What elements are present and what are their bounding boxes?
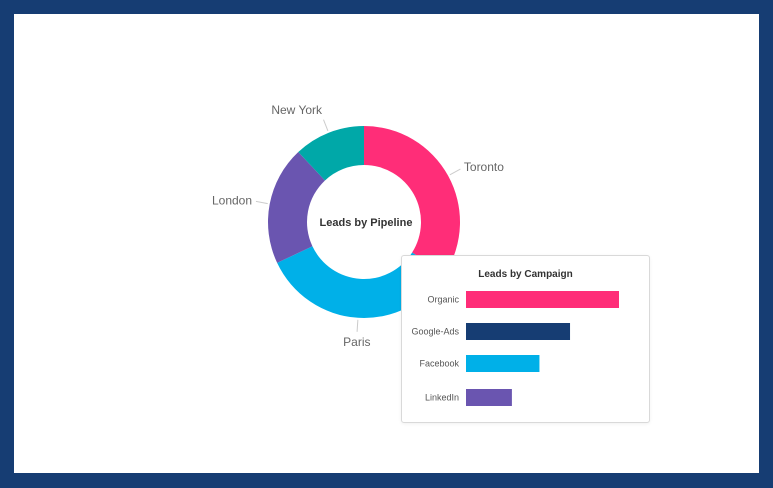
- bar-chart: Organic Google-Ads Facebook LinkedIn: [411, 291, 619, 406]
- bar-label-facebook: Facebook: [419, 359, 459, 369]
- slice-label-new-york: New York: [271, 103, 323, 117]
- slice-label-paris: Paris: [343, 335, 370, 349]
- bar-organic[interactable]: [466, 291, 619, 308]
- campaign-card: Leads by Campaign Organic Google-Ads Faceb…: [401, 255, 650, 423]
- leader-line-toronto: [449, 168, 461, 176]
- donut-title: Leads by Pipeline: [320, 217, 413, 229]
- donut-slice-london[interactable]: [268, 152, 325, 263]
- bar-google-ads[interactable]: [466, 323, 571, 340]
- bar-label-linkedin: LinkedIn: [425, 393, 459, 403]
- slice-label-london: London: [212, 194, 252, 208]
- chart-frame: Toronto Paris London New York Leads by Pipe…: [14, 14, 759, 473]
- bar-facebook[interactable]: [466, 355, 540, 372]
- bar-label-organic: Organic: [427, 295, 459, 305]
- leader-line-london: [255, 200, 268, 205]
- slice-label-toronto: Toronto: [464, 160, 504, 174]
- donut-slice-toronto[interactable]: [364, 126, 460, 274]
- bar-linkedin[interactable]: [466, 389, 512, 406]
- donut-slice-new-york[interactable]: [298, 126, 364, 181]
- leader-line-new-york: [323, 119, 329, 132]
- leader-line-paris: [356, 319, 359, 332]
- bar-chart-title: Leads by Campaign: [478, 269, 573, 280]
- bar-label-google-ads: Google-Ads: [411, 327, 459, 337]
